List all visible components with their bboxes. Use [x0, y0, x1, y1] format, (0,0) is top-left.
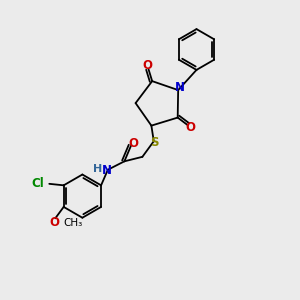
- Text: S: S: [150, 136, 159, 148]
- Text: H: H: [93, 164, 103, 174]
- Text: O: O: [49, 216, 59, 229]
- Text: N: N: [175, 82, 185, 94]
- Text: N: N: [102, 164, 112, 177]
- Text: CH₃: CH₃: [63, 218, 82, 228]
- Text: O: O: [128, 137, 138, 150]
- Text: Cl: Cl: [32, 177, 44, 190]
- Text: O: O: [142, 59, 152, 72]
- Text: O: O: [186, 121, 196, 134]
